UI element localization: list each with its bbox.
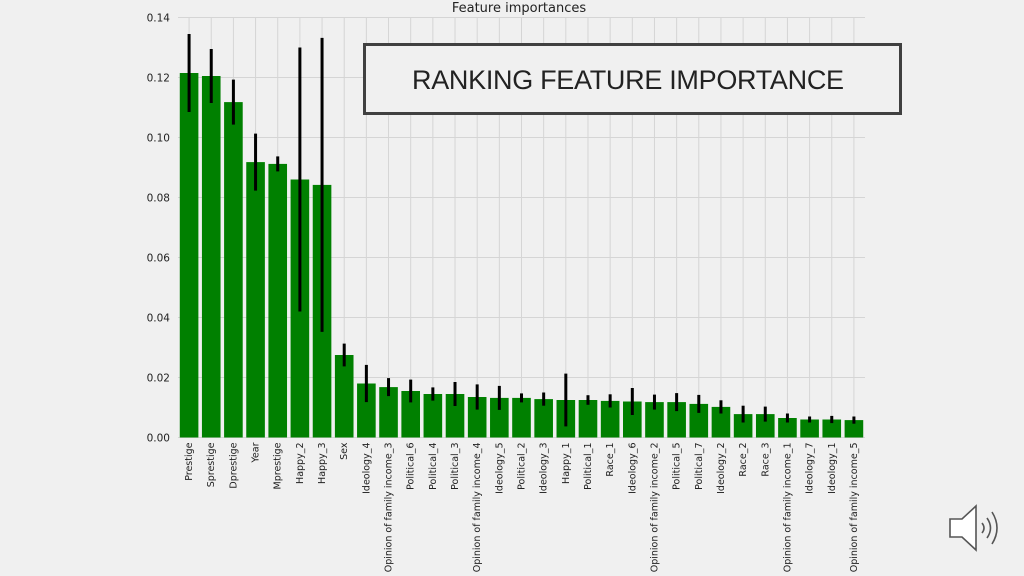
y-tick-label: 0.04	[147, 313, 171, 325]
bars	[179, 73, 864, 438]
x-tick-label: Opinion of family income_1	[782, 443, 793, 573]
x-tick-label: Political_7	[694, 443, 705, 490]
bar-political-6	[401, 391, 421, 438]
x-tick-label: Ideology_4	[361, 443, 372, 494]
y-tick-label: 0.12	[147, 73, 170, 85]
bar-political-2	[512, 397, 531, 438]
x-tick-label: Sprestige	[206, 442, 217, 487]
x-tick-label: Race_2	[738, 443, 749, 477]
bar-opinion-of-family-income-4	[467, 397, 487, 438]
bar-ideology-2	[711, 406, 731, 438]
bar-opinion-of-family-income-3	[379, 387, 398, 438]
bar-sprestige	[201, 76, 221, 438]
x-tick-label: Political_4	[428, 443, 439, 490]
bar-political-4	[423, 394, 443, 438]
x-axis-labels: Prestige Sprestige Dprestige Year Mprestige H…	[184, 442, 860, 572]
y-axis-ticks: 0.00 0.02 0.04 0.06 0.08 0.10 0.12 0.14	[147, 13, 171, 445]
bar-opinion-of-family-income-1	[778, 418, 797, 438]
bar-political-1	[578, 400, 598, 438]
x-tick-label: Ideology_6	[627, 443, 638, 494]
bar-ideology-1	[822, 419, 842, 438]
bar-ideology-5	[490, 397, 509, 438]
bar-race-2	[733, 414, 753, 438]
bar-dprestige	[224, 102, 243, 438]
bar-race-3	[755, 414, 775, 438]
x-tick-label: Ideology_5	[494, 443, 505, 494]
bar-sex	[334, 355, 354, 438]
x-tick-label: Political_6	[406, 443, 417, 490]
x-tick-label: Political_3	[450, 443, 461, 490]
bar-political-5	[667, 402, 686, 438]
x-tick-label: Race_1	[605, 443, 616, 477]
x-tick-label: Race_3	[760, 443, 771, 477]
bar-political-3	[445, 394, 465, 438]
y-tick-label: 0.02	[147, 373, 170, 385]
y-tick-label: 0.14	[147, 13, 171, 25]
x-tick-label: Happy_3	[317, 443, 328, 484]
x-tick-label: Year	[251, 442, 262, 463]
bar-year	[246, 162, 265, 438]
x-tick-label: Political_5	[672, 443, 683, 490]
bar-ideology-6	[622, 401, 642, 438]
slide-title: RANKING FEATURE IMPORTANCE	[412, 65, 844, 95]
x-tick-label: Opinion of family income_4	[472, 443, 483, 573]
x-tick-label: Political_2	[517, 443, 528, 490]
bar-mprestige	[268, 163, 288, 438]
slide-title-box: RANKING FEATURE IMPORTANCE	[363, 43, 902, 115]
y-tick-label: 0.10	[147, 133, 170, 145]
x-tick-label: Ideology_3	[539, 443, 550, 494]
speaker-icon[interactable]	[946, 500, 1008, 556]
x-tick-label: Ideology_1	[827, 443, 838, 494]
bar-opinion-of-family-income-2	[645, 402, 664, 438]
x-tick-label: Opinion of family income_5	[849, 443, 860, 573]
x-tick-label: Mprestige	[273, 442, 284, 489]
x-tick-label: Happy_2	[295, 443, 306, 484]
x-tick-label: Opinion of family income_2	[649, 443, 660, 573]
y-tick-label: 0.00	[147, 433, 170, 445]
bar-prestige	[179, 73, 199, 438]
bar-ideology-7	[800, 419, 819, 438]
bar-race-1	[600, 400, 620, 438]
x-tick-label: Opinion of family income_3	[384, 443, 395, 573]
bar-ideology-3	[534, 399, 553, 438]
x-tick-label: Political_1	[583, 443, 594, 490]
x-tick-label: Happy_1	[561, 443, 572, 484]
error-bars	[187, 34, 856, 427]
x-tick-label: Dprestige	[228, 442, 239, 488]
x-tick-label: Sex	[339, 442, 350, 460]
x-tick-label: Ideology_2	[716, 443, 727, 494]
bar-political-7	[689, 403, 709, 438]
x-tick-label: Prestige	[184, 442, 195, 480]
bar-opinion-of-family-income-5	[844, 420, 864, 438]
y-tick-label: 0.06	[147, 253, 171, 265]
chart-title: Feature importances	[452, 1, 587, 16]
bar-ideology-4	[357, 383, 376, 438]
x-tick-label: Ideology_7	[805, 443, 816, 494]
y-tick-label: 0.08	[147, 193, 170, 205]
